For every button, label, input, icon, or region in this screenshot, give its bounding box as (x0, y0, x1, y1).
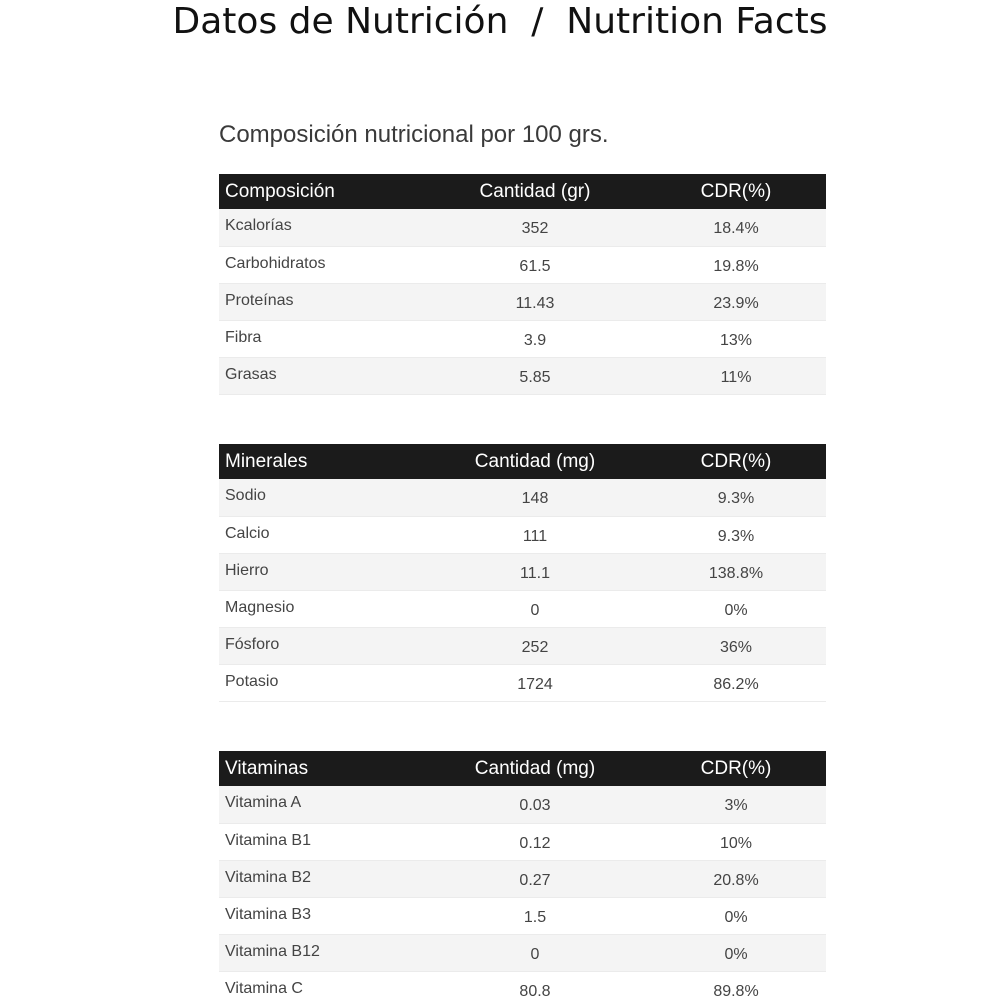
table-row: Vitamina C 80.8 89.8% (219, 971, 826, 1000)
table-row: Potasio 1724 86.2% (219, 664, 826, 702)
quantity-cell: 352 (424, 209, 646, 247)
cdr-cell: 23.9% (646, 283, 826, 321)
column-header: Minerales (219, 444, 424, 479)
quantity-cell: 0 (424, 934, 646, 972)
table-header-row: Composición Cantidad (gr) CDR(%) (219, 174, 826, 209)
table-row: Kcalorías 352 18.4% (219, 209, 826, 247)
nutrient-name-cell: Vitamina B3 (219, 897, 424, 935)
cdr-cell: 19.8% (646, 246, 826, 284)
table-row: Sodio 148 9.3% (219, 479, 826, 517)
table-row: Fibra 3.9 13% (219, 320, 826, 358)
vitamins-table: Vitaminas Cantidad (mg) CDR(%) Vitamina … (219, 751, 826, 1000)
cdr-cell: 9.3% (646, 516, 826, 554)
quantity-cell: 0.27 (424, 860, 646, 898)
column-header: CDR(%) (646, 174, 826, 209)
quantity-cell: 0.03 (424, 786, 646, 824)
table-row: Vitamina B1 0.12 10% (219, 823, 826, 861)
nutrient-name-cell: Calcio (219, 516, 424, 554)
minerals-table: Minerales Cantidad (mg) CDR(%) Sodio 148 9… (219, 444, 826, 702)
quantity-cell: 148 (424, 479, 646, 517)
column-header: Cantidad (mg) (424, 444, 646, 479)
quantity-cell: 0.12 (424, 823, 646, 861)
quantity-cell: 252 (424, 627, 646, 665)
cdr-cell: 36% (646, 627, 826, 665)
cdr-cell: 0% (646, 590, 826, 628)
composition-table: Composición Cantidad (gr) CDR(%) Kcalorí… (219, 174, 826, 395)
quantity-cell: 3.9 (424, 320, 646, 358)
nutrient-name-cell: Vitamina C (219, 971, 424, 1000)
table-row: Calcio 111 9.3% (219, 516, 826, 554)
nutrient-name-cell: Magnesio (219, 590, 424, 628)
table-row: Hierro 11.1 138.8% (219, 553, 826, 591)
cdr-cell: 9.3% (646, 479, 826, 517)
cdr-cell: 0% (646, 897, 826, 935)
table-row: Vitamina A 0.03 3% (219, 786, 826, 824)
nutrient-name-cell: Potasio (219, 664, 424, 702)
nutrient-name-cell: Fibra (219, 320, 424, 358)
cdr-cell: 86.2% (646, 664, 826, 702)
table-row: Carbohidratos 61.5 19.8% (219, 246, 826, 284)
nutrient-name-cell: Vitamina B1 (219, 823, 424, 861)
table-row: Vitamina B3 1.5 0% (219, 897, 826, 935)
cdr-cell: 10% (646, 823, 826, 861)
nutrient-name-cell: Carbohidratos (219, 246, 424, 284)
column-header: CDR(%) (646, 751, 826, 786)
cdr-cell: 13% (646, 320, 826, 358)
cdr-cell: 89.8% (646, 971, 826, 1000)
column-header: Composición (219, 174, 424, 209)
column-header: CDR(%) (646, 444, 826, 479)
quantity-cell: 1724 (424, 664, 646, 702)
nutrient-name-cell: Vitamina B12 (219, 934, 424, 972)
table-row: Magnesio 0 0% (219, 590, 826, 628)
quantity-cell: 1.5 (424, 897, 646, 935)
nutrient-name-cell: Kcalorías (219, 209, 424, 247)
table-header-row: Minerales Cantidad (mg) CDR(%) (219, 444, 826, 479)
cdr-cell: 138.8% (646, 553, 826, 591)
table-row: Grasas 5.85 11% (219, 357, 826, 395)
column-header: Cantidad (mg) (424, 751, 646, 786)
column-header: Vitaminas (219, 751, 424, 786)
nutrient-name-cell: Vitamina A (219, 786, 424, 824)
cdr-cell: 20.8% (646, 860, 826, 898)
table-row: Proteínas 11.43 23.9% (219, 283, 826, 321)
table-header-row: Vitaminas Cantidad (mg) CDR(%) (219, 751, 826, 786)
nutrient-name-cell: Vitamina B2 (219, 860, 424, 898)
column-header: Cantidad (gr) (424, 174, 646, 209)
quantity-cell: 111 (424, 516, 646, 554)
nutrient-name-cell: Fósforo (219, 627, 424, 665)
page-title: Datos de Nutrición / Nutrition Facts (172, 1, 828, 42)
nutrient-name-cell: Grasas (219, 357, 424, 395)
table-row: Fósforo 252 36% (219, 627, 826, 665)
quantity-cell: 0 (424, 590, 646, 628)
table-row: Vitamina B2 0.27 20.8% (219, 860, 826, 898)
quantity-cell: 5.85 (424, 357, 646, 395)
cdr-cell: 11% (646, 357, 826, 395)
quantity-cell: 80.8 (424, 971, 646, 1000)
nutrient-name-cell: Hierro (219, 553, 424, 591)
quantity-cell: 11.1 (424, 553, 646, 591)
cdr-cell: 3% (646, 786, 826, 824)
table-row: Vitamina B12 0 0% (219, 934, 826, 972)
quantity-cell: 11.43 (424, 283, 646, 321)
quantity-cell: 61.5 (424, 246, 646, 284)
nutrient-name-cell: Sodio (219, 479, 424, 517)
cdr-cell: 0% (646, 934, 826, 972)
nutrient-name-cell: Proteínas (219, 283, 424, 321)
cdr-cell: 18.4% (646, 209, 826, 247)
page-subtitle: Composición nutricional por 100 grs. (219, 121, 609, 148)
